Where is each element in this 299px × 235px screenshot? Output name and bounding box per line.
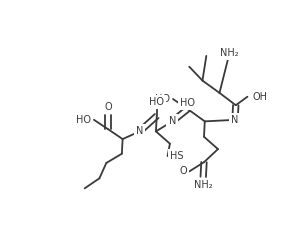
Text: HO: HO <box>76 115 91 125</box>
Text: NH₂: NH₂ <box>194 180 213 190</box>
Text: O: O <box>104 102 112 112</box>
Text: N: N <box>169 116 176 126</box>
Text: NH₂: NH₂ <box>220 48 239 58</box>
Text: HO: HO <box>155 94 170 104</box>
Text: HO: HO <box>149 97 164 107</box>
Text: HO: HO <box>180 98 195 108</box>
Text: N: N <box>136 126 143 136</box>
Text: HS: HS <box>170 151 183 161</box>
Text: O: O <box>179 166 187 176</box>
Text: OH: OH <box>252 92 267 102</box>
Text: N: N <box>231 115 239 125</box>
